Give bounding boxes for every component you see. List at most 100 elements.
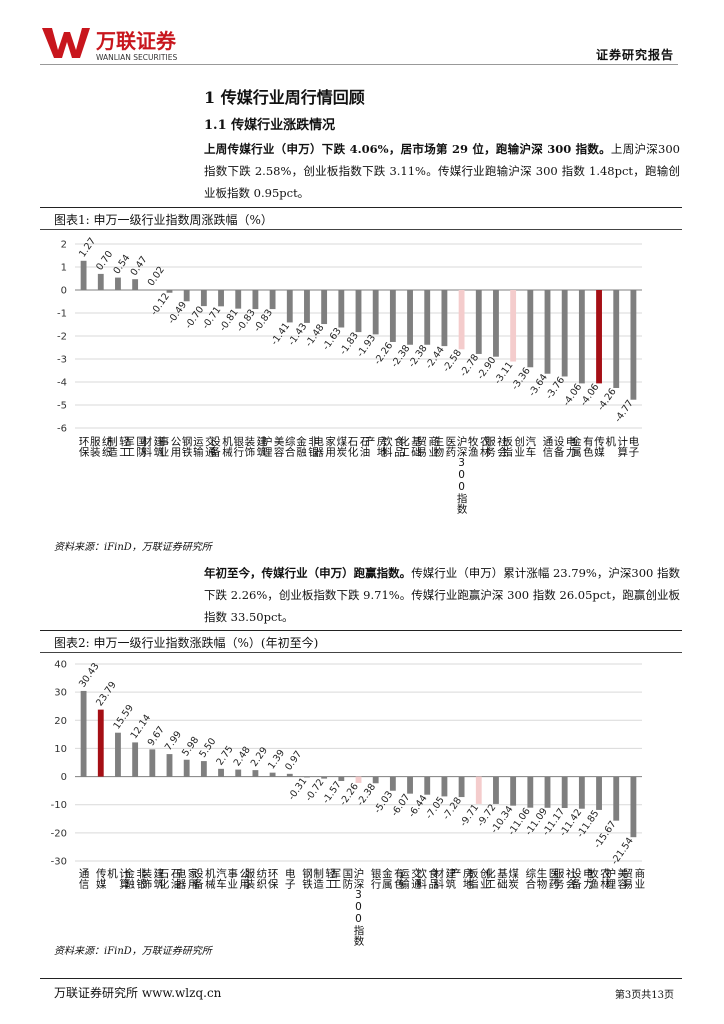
category-label: 有色 金属 (380, 868, 405, 889)
category-label: 公用 事业 (157, 436, 182, 457)
logo-brand-en: WANLIAN SECURITIES (96, 53, 177, 62)
category-label: 商业 贸易 (415, 436, 440, 457)
category-label: 创业 板指 (501, 436, 526, 457)
category-label: 家用 电器 (174, 868, 199, 889)
category-label: 钢铁 (300, 868, 313, 889)
bar (132, 279, 139, 290)
bar (321, 776, 328, 779)
category-label: 轻工 制造 (105, 436, 130, 457)
y-tick-label: 40 (54, 660, 67, 671)
category-label: 汽车 (215, 868, 228, 889)
company-logo: 万联证券 WANLIAN SECURITIES (42, 28, 177, 62)
category-label: 建筑 装饰 (140, 868, 165, 889)
category-label: 基础 化工 (398, 436, 423, 457)
bar (149, 289, 156, 291)
bar (475, 776, 482, 804)
data-label: 30.43 (77, 661, 102, 690)
category-label: 环保 (77, 436, 90, 457)
category-label: 房地 产 (449, 868, 474, 889)
category-label: 建筑 材料 (140, 436, 165, 457)
category-label: 有色 金属 (569, 436, 594, 457)
data-label: 0.47 (129, 254, 150, 278)
category-label: 计算 机 (105, 868, 130, 889)
bar (166, 754, 173, 777)
bar (321, 290, 328, 325)
bar (389, 290, 396, 342)
data-label: 0.02 (146, 265, 167, 289)
category-label: 综合 (283, 436, 296, 457)
bar (252, 770, 259, 777)
bar (355, 776, 362, 783)
category-label: 电子 (627, 436, 640, 457)
bar (338, 776, 345, 781)
category-label: 农林 牧渔 (466, 436, 491, 457)
bar (407, 290, 413, 345)
y-tick-label: 10 (54, 744, 67, 755)
category-label: 沪深300指数 (352, 868, 365, 946)
bar (115, 732, 121, 777)
category-label: 环保 (266, 868, 279, 889)
bar (424, 776, 431, 795)
y-tick-label: -6 (57, 424, 67, 435)
bar (424, 290, 431, 345)
y-tick-label: -20 (51, 828, 67, 839)
data-label: 23.79 (94, 680, 119, 709)
category-label: 钢铁 (180, 436, 193, 457)
category-label: 汽车 (524, 436, 537, 457)
weekly-summary-text: 上周沪深300 指数下跌 2.58%，创业板指数下跌 3.11%。传媒行业跑输沪… (204, 142, 680, 200)
bar (183, 290, 190, 302)
footer-page-number: 第3页共13页 (614, 990, 674, 1001)
category-label: 商业 贸易 (621, 868, 646, 889)
category-label: 创业 板指 (466, 868, 491, 889)
category-label: 通信 (541, 436, 554, 457)
y-tick-label: 30 (54, 688, 67, 699)
bar (304, 776, 310, 778)
bar (80, 260, 87, 290)
data-label: -4.77 (613, 398, 636, 424)
y-tick-label: -4 (57, 378, 67, 389)
category-label: 食品 饮料 (415, 868, 440, 889)
data-label: -0.12 (149, 291, 172, 317)
y-tick-label: 20 (54, 716, 67, 727)
bar (115, 277, 121, 290)
ytd-summary-paragraph: 年初至今，传媒行业（申万）跑赢指数。传媒行业（申万）累计涨幅 23.79%，沪深… (204, 562, 680, 628)
data-label: 2.75 (214, 744, 235, 768)
bar (527, 776, 534, 808)
header-divider (40, 64, 678, 65)
bar (286, 290, 293, 323)
y-tick-label: 0 (61, 772, 67, 783)
category-label: 传媒 (94, 868, 107, 889)
y-tick-label: -2 (57, 332, 67, 343)
ytd-summary-text: 传媒行业（申万）累计涨幅 23.79%，沪深300 指数下跌 2.26%，创业板… (204, 566, 681, 624)
bar (235, 769, 242, 777)
fig1-caption: 图表1: 申万一级行业指数周涨跌幅（%） (54, 213, 273, 227)
category-label: 美容 护理 (260, 436, 285, 457)
bar (286, 773, 293, 777)
data-label: 7.99 (163, 729, 184, 753)
bar (132, 742, 139, 777)
bar (200, 761, 207, 777)
report-type-label: 证券研究报告 (595, 48, 674, 62)
category-label: 建筑 装饰 (243, 436, 268, 457)
category-label: 基础 化工 (483, 868, 508, 889)
bar (252, 290, 259, 310)
category-label: 建筑 材料 (432, 868, 457, 889)
category-label: 石油 石化 (346, 436, 371, 457)
category-label: 交通 运输 (398, 868, 423, 889)
category-label: 轻工 制造 (312, 868, 337, 889)
category-label: 电力 设备 (569, 868, 594, 889)
fig1-source: 资料来源：iFinD，万联证券研究所 (54, 542, 212, 553)
bar (407, 776, 413, 794)
y-tick-label: 2 (61, 240, 67, 251)
bar (613, 776, 620, 821)
y-tick-label: -1 (57, 309, 67, 320)
bar (183, 759, 190, 777)
category-label: 医药 生物 (535, 868, 560, 889)
category-label: 美容 护理 (604, 868, 629, 889)
category-label: 煤炭 (507, 868, 520, 889)
category-label: 房地 产 (363, 436, 388, 457)
bar (510, 290, 517, 362)
category-label: 计算 机 (604, 436, 629, 457)
logo-w-mark (42, 28, 90, 58)
category-label: 电子 (283, 868, 296, 889)
